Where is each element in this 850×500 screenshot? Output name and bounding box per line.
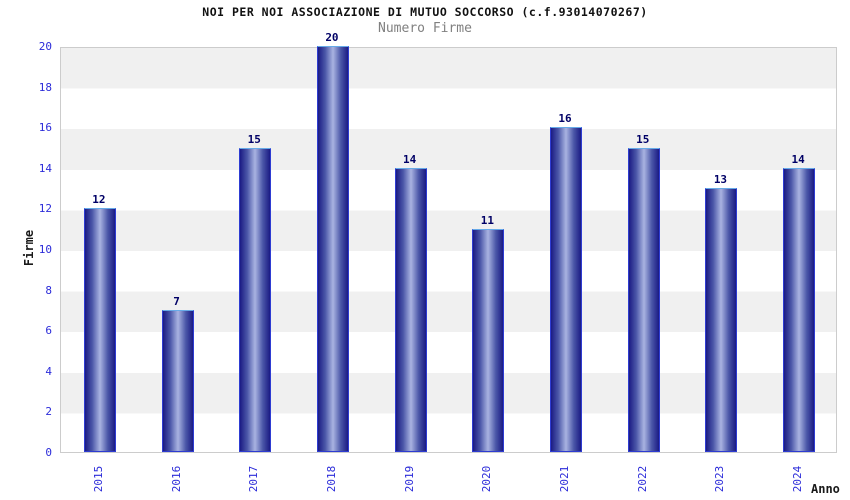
x-tick-label: 2018 — [324, 465, 338, 493]
y-tick-label: 12 — [38, 202, 52, 216]
y-tick-label: 2 — [45, 405, 52, 419]
bar-value-label: 16 — [558, 112, 572, 126]
x-tick-label: 2022 — [635, 465, 649, 493]
bar-value-label: 11 — [480, 213, 494, 227]
x-tick-label: 2019 — [402, 465, 416, 493]
x-tick-label: 2023 — [713, 465, 727, 493]
x-tick-label: 2020 — [480, 465, 494, 493]
bar-2019 — [394, 167, 427, 452]
bar-2015 — [83, 208, 116, 452]
bar-2020 — [472, 228, 505, 452]
y-tick-label: 14 — [38, 161, 52, 175]
y-tick-label: 6 — [45, 324, 52, 338]
plot-area — [60, 46, 837, 453]
chart-subtitle: Numero Firme — [378, 21, 472, 36]
y-tick-label: 4 — [45, 364, 52, 378]
bar-value-label: 15 — [636, 132, 650, 146]
x-tick-label: 2024 — [791, 465, 805, 493]
bar-value-label: 14 — [791, 152, 805, 166]
bar-2024 — [783, 167, 816, 452]
bar-value-label: 20 — [325, 31, 339, 44]
y-tick-label: 8 — [45, 283, 52, 297]
bar-2017 — [239, 147, 272, 452]
y-tick-label: 20 — [38, 40, 52, 53]
y-tick-label: 0 — [45, 446, 52, 459]
y-tick-label: 10 — [38, 243, 52, 256]
bar-2023 — [705, 188, 738, 452]
y-tick-label: 18 — [38, 80, 52, 94]
bar-2018 — [316, 46, 349, 452]
x-tick-label: 2016 — [169, 465, 183, 493]
x-tick-label: 2021 — [558, 465, 572, 493]
bar-value-label: 13 — [713, 173, 728, 187]
chart-title: NOI PER NOI ASSOCIAZIONE DI MUTUO SOCCOR… — [202, 5, 648, 19]
x-tick-label: 2015 — [91, 465, 105, 493]
bar-2022 — [627, 147, 660, 452]
x-axis-title: Anno — [811, 482, 840, 496]
bar-value-label: 7 — [173, 294, 180, 308]
bar-2021 — [550, 127, 583, 452]
bar-value-label: 15 — [247, 132, 261, 146]
bar-2016 — [161, 309, 194, 452]
bar-value-label: 14 — [403, 152, 417, 166]
y-tick-label: 16 — [38, 121, 52, 135]
bar-value-label: 12 — [92, 193, 106, 207]
x-tick-label: 2017 — [247, 465, 261, 493]
